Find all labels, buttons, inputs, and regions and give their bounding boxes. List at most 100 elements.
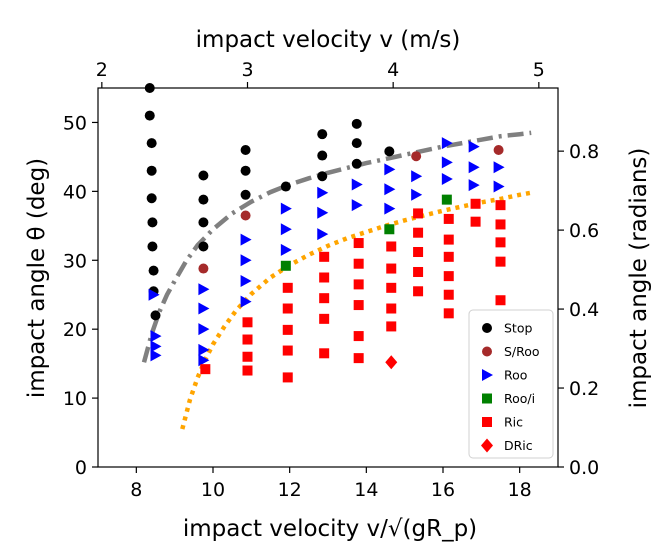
data-point bbox=[319, 251, 330, 262]
data-point bbox=[317, 129, 328, 140]
series-dric bbox=[385, 355, 398, 370]
data-point bbox=[282, 345, 293, 356]
data-point bbox=[413, 227, 424, 238]
legend-label: DRic bbox=[504, 438, 533, 453]
legend-entry: DRic bbox=[481, 438, 533, 453]
data-point bbox=[198, 217, 209, 228]
data-point bbox=[495, 219, 506, 230]
data-point bbox=[386, 263, 397, 274]
data-point bbox=[470, 198, 481, 209]
data-point bbox=[280, 260, 291, 271]
x-tick-label: 14 bbox=[354, 479, 378, 501]
data-point bbox=[386, 321, 397, 332]
data-point bbox=[240, 165, 251, 176]
data-point bbox=[384, 146, 395, 157]
data-point bbox=[384, 224, 395, 235]
data-point bbox=[353, 331, 364, 342]
data-point bbox=[317, 171, 328, 182]
data-point bbox=[351, 118, 362, 129]
data-point bbox=[280, 202, 292, 215]
x-tick-label: 10 bbox=[201, 479, 225, 501]
data-point bbox=[443, 289, 454, 300]
ricochet-boundary-curve bbox=[180, 190, 532, 430]
data-point bbox=[386, 282, 397, 293]
top-tick-label: 5 bbox=[533, 59, 545, 81]
data-point bbox=[413, 266, 424, 277]
data-point bbox=[198, 302, 210, 315]
y-axis-ticks: 0 10 20 30 40 50 bbox=[63, 112, 98, 479]
y-tick-label: 20 bbox=[63, 319, 87, 341]
data-point bbox=[413, 208, 424, 219]
data-point bbox=[319, 272, 330, 283]
y-tick-label: 30 bbox=[63, 250, 87, 272]
y-axis-title: impact angle θ (deg) bbox=[24, 158, 50, 398]
data-point bbox=[147, 217, 158, 228]
data-point bbox=[240, 145, 251, 156]
data-point bbox=[242, 351, 253, 362]
legend-marker bbox=[482, 346, 492, 357]
data-point bbox=[198, 323, 210, 336]
data-point bbox=[493, 180, 505, 193]
data-point bbox=[351, 178, 363, 191]
x-tick-label: 12 bbox=[278, 479, 302, 501]
data-point bbox=[240, 254, 252, 267]
data-point bbox=[468, 179, 480, 192]
data-point bbox=[319, 313, 330, 324]
data-point bbox=[198, 283, 210, 296]
stop-boundary-curve bbox=[141, 130, 532, 363]
data-point bbox=[240, 233, 252, 246]
data-point bbox=[240, 295, 252, 308]
data-point bbox=[280, 223, 292, 236]
data-point bbox=[493, 161, 505, 174]
data-point bbox=[150, 340, 162, 353]
data-point bbox=[443, 271, 454, 282]
legend-marker bbox=[481, 438, 493, 453]
legend-entry: S/Roo bbox=[482, 344, 540, 359]
data-point bbox=[443, 213, 454, 224]
data-point bbox=[240, 210, 251, 221]
right-axis-ticks: 0.0 0.2 0.4 0.6 0.8 bbox=[558, 141, 599, 479]
data-point bbox=[495, 200, 506, 211]
data-point bbox=[470, 216, 481, 227]
data-point bbox=[468, 161, 480, 174]
data-point bbox=[146, 138, 157, 149]
legend-label: Ric bbox=[504, 415, 523, 430]
x-axis-ticks: 8 10 12 14 16 18 bbox=[130, 467, 532, 501]
fit-curves bbox=[141, 130, 532, 430]
data-point bbox=[411, 151, 422, 162]
right-tick-label: 0.0 bbox=[569, 457, 599, 479]
data-point bbox=[317, 186, 329, 199]
top-axis-title: impact velocity v (m/s) bbox=[196, 27, 461, 53]
data-point bbox=[351, 158, 362, 169]
data-point bbox=[282, 303, 293, 314]
series-roo bbox=[148, 137, 505, 367]
data-point bbox=[441, 156, 453, 169]
data-point bbox=[386, 303, 397, 314]
y-tick-label: 0 bbox=[75, 457, 87, 479]
data-point bbox=[353, 279, 364, 290]
data-point bbox=[351, 199, 363, 212]
top-tick-label: 4 bbox=[387, 59, 399, 81]
legend-marker bbox=[482, 369, 493, 381]
right-axis-title: impact angle (radians) bbox=[626, 148, 652, 409]
data-point bbox=[148, 288, 160, 301]
data-point bbox=[146, 165, 157, 176]
data-point bbox=[384, 163, 396, 176]
data-point bbox=[353, 258, 364, 269]
data-point bbox=[198, 170, 209, 181]
data-point bbox=[411, 170, 423, 183]
series-stop bbox=[144, 83, 395, 321]
legend-entry: Roo bbox=[482, 368, 527, 383]
data-point bbox=[319, 293, 330, 304]
data-point bbox=[198, 194, 209, 205]
right-tick-label: 0.8 bbox=[569, 141, 599, 163]
data-point bbox=[280, 243, 292, 256]
data-point bbox=[198, 263, 209, 274]
data-point bbox=[147, 241, 158, 252]
data-point bbox=[150, 310, 161, 321]
top-tick-label: 3 bbox=[241, 59, 253, 81]
x-tick-label: 18 bbox=[508, 479, 532, 501]
data-point bbox=[441, 194, 452, 205]
data-point bbox=[200, 364, 211, 375]
